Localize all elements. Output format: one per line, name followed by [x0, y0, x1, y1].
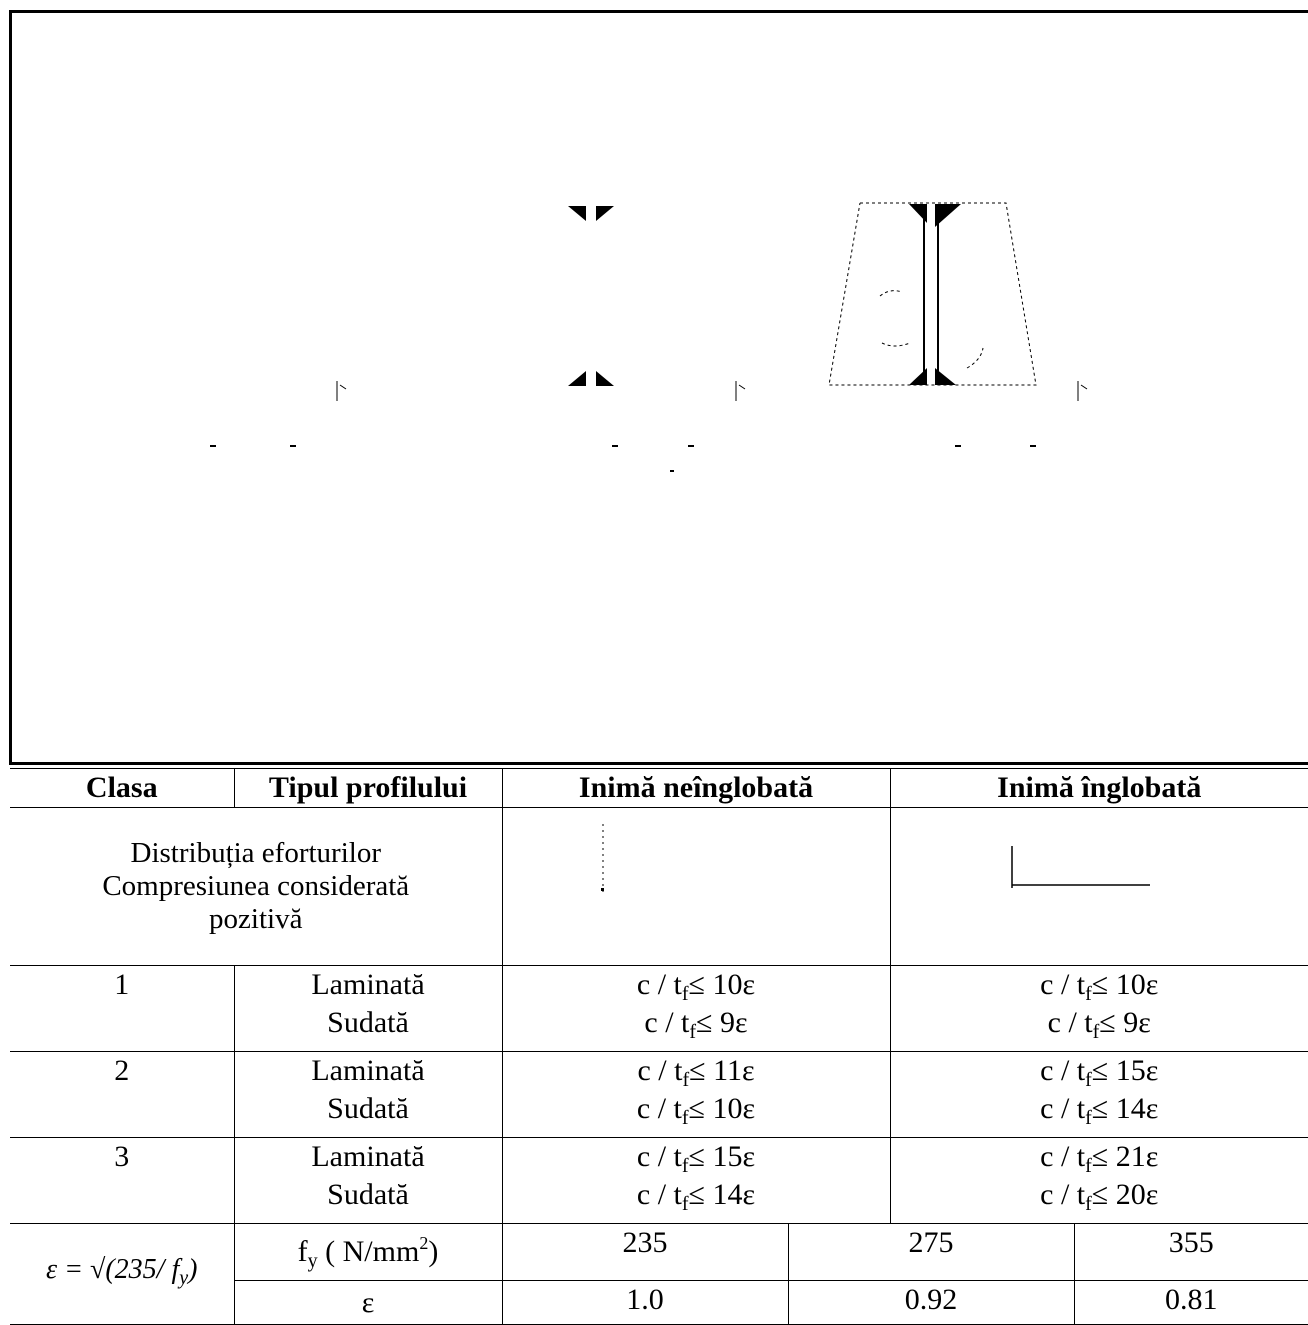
limit-line: c / tf≤ 15ε — [503, 1138, 890, 1176]
profile-types: Laminată Sudată — [234, 1052, 502, 1138]
header-inglobata: Inimă înglobată — [890, 769, 1308, 808]
fy-value: 355 — [1074, 1224, 1308, 1281]
limit-line: c / tf≤ 11ε — [503, 1052, 890, 1090]
figure-bottom-rule — [9, 762, 1308, 765]
limit-line: c / tf≤ 9ε — [891, 1004, 1308, 1042]
section-figure — [9, 10, 1308, 765]
limit-line: c / tf≤ 14ε — [891, 1090, 1308, 1128]
type-sudata: Sudată — [235, 1090, 502, 1128]
fy-value: 275 — [788, 1224, 1074, 1281]
epsilon-formula: ε = √(235/ fy) — [10, 1224, 234, 1325]
header-neinglobata: Inimă neînglobată — [502, 769, 890, 808]
fy-label: fy ( N/mm2) — [234, 1224, 502, 1281]
limit-line: c / tf≤ 14ε — [503, 1176, 890, 1214]
section-marker-middle — [736, 381, 745, 401]
class-number: 2 — [10, 1052, 234, 1138]
distribution-label: Distribuția eforturilor Compresiunea con… — [10, 808, 502, 966]
limit-line: c / tf≤ 10ε — [503, 1090, 890, 1128]
epsilon-value: 1.0 — [502, 1281, 788, 1325]
header-tipul: Tipul profilului — [234, 769, 502, 808]
header-row: Clasa Tipul profilului Inimă neînglobată… — [10, 769, 1308, 808]
distribution-line-2: Compresiunea considerată — [10, 870, 502, 903]
limits-non-embedded: c / tf≤ 15ε c / tf≤ 14ε — [502, 1138, 890, 1224]
limits-embedded: c / tf≤ 21ε c / tf≤ 20ε — [890, 1138, 1308, 1224]
dash-marks-middle — [612, 446, 694, 471]
profile-types: Laminată Sudată — [234, 966, 502, 1052]
stress-diagram-embedded — [1008, 842, 1168, 902]
limits-non-embedded: c / tf≤ 11ε c / tf≤ 10ε — [502, 1052, 890, 1138]
epsilon-label: ε — [234, 1281, 502, 1325]
limits-embedded: c / tf≤ 15ε c / tf≤ 14ε — [890, 1052, 1308, 1138]
class-row-1: 1 Laminată Sudată c / tf≤ 10ε c / tf≤ 9ε… — [10, 966, 1308, 1052]
distribution-row: Distribuția eforturilor Compresiunea con… — [10, 808, 1308, 966]
limits-embedded: c / tf≤ 10ε c / tf≤ 9ε — [890, 966, 1308, 1052]
class-row-3: 3 Laminată Sudată c / tf≤ 15ε c / tf≤ 14… — [10, 1138, 1308, 1224]
distribution-diagram-embedded — [890, 808, 1308, 966]
class-number: 1 — [10, 966, 234, 1052]
distribution-diagram-non-embedded — [502, 808, 890, 966]
fy-row: ε = √(235/ fy) fy ( N/mm2) 235 275 355 — [10, 1224, 1308, 1281]
type-laminata: Laminată — [235, 1138, 502, 1176]
limit-line: c / tf≤ 20ε — [891, 1176, 1308, 1214]
limit-line: c / tf≤ 15ε — [891, 1052, 1308, 1090]
epsilon-value: 0.92 — [788, 1281, 1074, 1325]
limit-line: c / tf≤ 10ε — [503, 966, 890, 1004]
limits-non-embedded: c / tf≤ 10ε c / tf≤ 9ε — [502, 966, 890, 1052]
i-section-non-embedded — [568, 206, 614, 386]
type-laminata: Laminată — [235, 1052, 502, 1090]
fy-value: 235 — [502, 1224, 788, 1281]
stress-diagram-non-embedded — [593, 822, 633, 902]
header-clasa: Clasa — [10, 769, 234, 808]
section-marker-right — [1078, 381, 1087, 401]
cross-section-drawing — [12, 13, 1308, 768]
section-marker-left — [337, 381, 346, 401]
class-number: 3 — [10, 1138, 234, 1224]
distribution-line-3: pozitivă — [10, 903, 502, 936]
epsilon-value: 0.81 — [1074, 1281, 1308, 1325]
class-limits-table: Clasa Tipul profilului Inimă neînglobată… — [10, 768, 1308, 1325]
limit-line: c / tf≤ 10ε — [891, 966, 1308, 1004]
class-row-2: 2 Laminată Sudată c / tf≤ 11ε c / tf≤ 10… — [10, 1052, 1308, 1138]
distribution-line-1: Distribuția eforturilor — [10, 837, 502, 870]
type-laminata: Laminată — [235, 966, 502, 1004]
type-sudata: Sudată — [235, 1004, 502, 1042]
limit-line: c / tf≤ 21ε — [891, 1138, 1308, 1176]
profile-types: Laminată Sudată — [234, 1138, 502, 1224]
limit-line: c / tf≤ 9ε — [503, 1004, 890, 1042]
type-sudata: Sudată — [235, 1176, 502, 1214]
i-section-embedded — [829, 203, 1036, 385]
